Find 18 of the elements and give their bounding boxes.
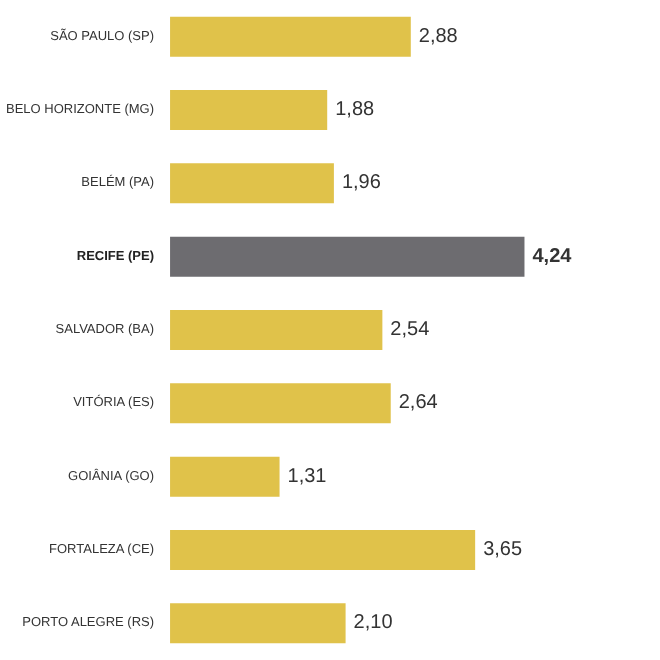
bar bbox=[170, 456, 280, 497]
data-label: 4,24 bbox=[532, 245, 573, 268]
data-label: 2,88 bbox=[418, 25, 459, 48]
bar bbox=[170, 90, 328, 130]
bar bbox=[170, 163, 334, 204]
bar bbox=[170, 530, 476, 570]
data-label: 1,31 bbox=[287, 465, 328, 488]
data-label: 1,88 bbox=[335, 99, 376, 121]
data-label: 2,64 bbox=[398, 392, 439, 415]
bar bbox=[170, 310, 383, 350]
bar bbox=[170, 16, 411, 57]
data-label: 2,10 bbox=[353, 612, 394, 635]
bar bbox=[170, 603, 346, 644]
data-label: 3,65 bbox=[483, 539, 523, 561]
bar bbox=[170, 236, 525, 277]
data-label: 2,54 bbox=[390, 319, 431, 341]
data-label: 1,96 bbox=[341, 172, 382, 195]
bar bbox=[170, 383, 391, 424]
